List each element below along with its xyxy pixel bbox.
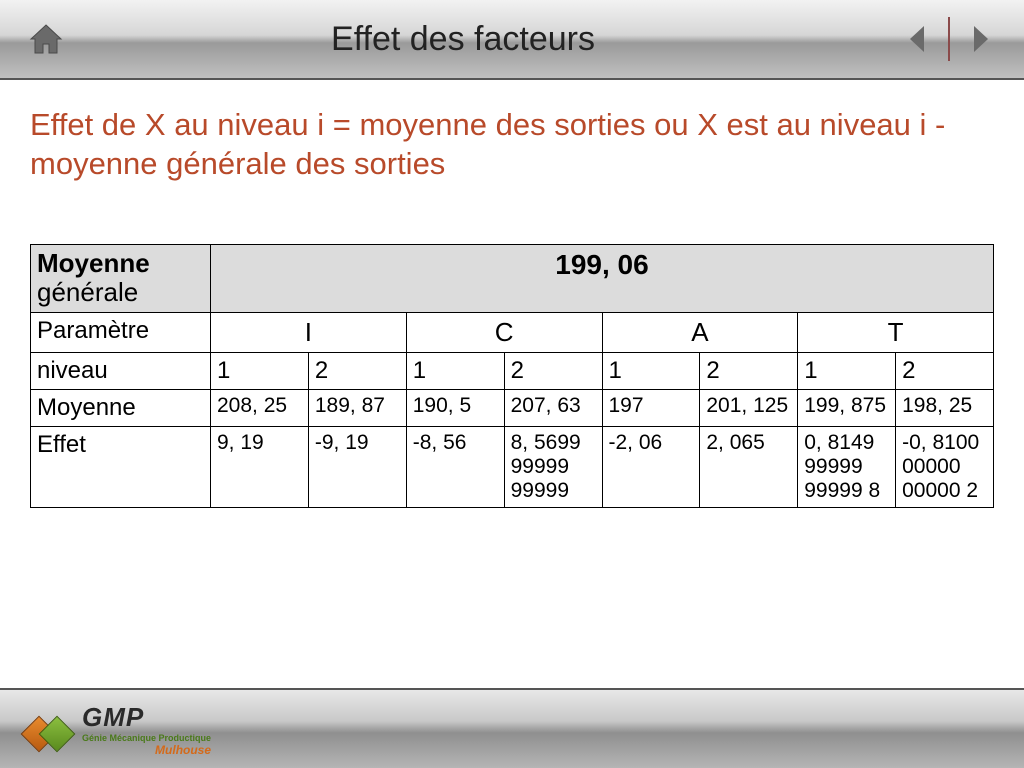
moyenne-generale-value: 199, 06	[211, 244, 994, 313]
niveau-cell: 1	[602, 353, 700, 390]
niveau-cell: 2	[308, 353, 406, 390]
niveau-cell: 1	[211, 353, 309, 390]
moyenne-cell: 201, 125	[700, 390, 798, 427]
footer-bar: GMP Génie Mécanique Productique Mulhouse	[0, 688, 1024, 768]
logo-text: GMP Génie Mécanique Productique Mulhouse	[82, 702, 211, 757]
niveau-cell: 1	[798, 353, 896, 390]
param-C: C	[406, 313, 602, 353]
param-A: A	[602, 313, 798, 353]
home-icon[interactable]	[28, 22, 64, 56]
param-T: T	[798, 313, 994, 353]
moyenne-cell: 190, 5	[406, 390, 504, 427]
niveau-cell: 2	[504, 353, 602, 390]
content-area: Effet de X au niveau i = moyenne des sor…	[0, 80, 1024, 688]
moyenne-cell: 197	[602, 390, 700, 427]
logo-city: Mulhouse	[82, 743, 211, 757]
effet-cell: -9, 19	[308, 427, 406, 508]
logo-cube-icon	[24, 707, 74, 751]
logo-gmp: GMP	[82, 702, 211, 733]
moyenne-cell: 199, 875	[798, 390, 896, 427]
effet-cell: 2, 065	[700, 427, 798, 508]
mg-label-line1: Moyenne	[37, 248, 150, 278]
niveau-cell: 2	[700, 353, 798, 390]
header-bar: Effet des facteurs	[0, 0, 1024, 80]
niveau-cell: 1	[406, 353, 504, 390]
parametre-label: Paramètre	[31, 313, 211, 353]
prev-arrow-icon[interactable]	[902, 22, 936, 56]
effet-cell: 9, 19	[211, 427, 309, 508]
moyenne-cell: 207, 63	[504, 390, 602, 427]
moyenne-cell: 198, 25	[896, 390, 994, 427]
effet-label: Effet	[31, 427, 211, 508]
mg-label-line2: générale	[37, 277, 138, 307]
effet-cell: 8, 5699 99999 99999	[504, 427, 602, 508]
effet-cell: -8, 56	[406, 427, 504, 508]
moyenne-cell: 189, 87	[308, 390, 406, 427]
param-I: I	[211, 313, 407, 353]
moyenne-generale-label: Moyenne générale	[31, 244, 211, 313]
effects-table: Moyenne générale 199, 06 Paramètre I C A…	[30, 244, 994, 509]
moyenne-label: Moyenne	[31, 390, 211, 427]
niveau-cell: 2	[896, 353, 994, 390]
slide-title: Effet des facteurs	[64, 20, 862, 59]
moyenne-cell: 208, 25	[211, 390, 309, 427]
nav-separator	[948, 17, 950, 61]
effet-cell: -2, 06	[602, 427, 700, 508]
logo-subtitle: Génie Mécanique Productique	[82, 733, 211, 743]
effet-cell: -0, 8100 00000 00000 2	[896, 427, 994, 508]
definition-text: Effet de X au niveau i = moyenne des sor…	[30, 106, 994, 184]
nav-arrows	[902, 17, 996, 61]
effet-cell: 0, 8149 99999 99999 8	[798, 427, 896, 508]
niveau-label: niveau	[31, 353, 211, 390]
next-arrow-icon[interactable]	[962, 22, 996, 56]
gmp-logo: GMP Génie Mécanique Productique Mulhouse	[24, 702, 211, 757]
